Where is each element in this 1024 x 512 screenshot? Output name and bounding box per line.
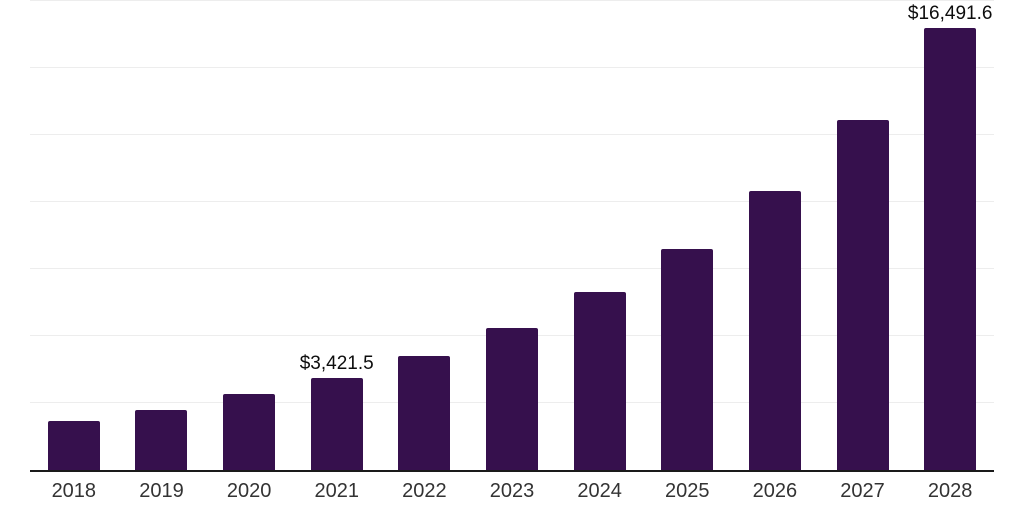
value-label-2021: $3,421.5 <box>299 353 374 375</box>
gridline-7500 <box>30 268 994 269</box>
x-tick-2026: 2026 <box>752 480 798 502</box>
x-tick-2025: 2025 <box>665 480 710 502</box>
bar-2028 <box>924 28 977 470</box>
x-tick-2028: 2028 <box>927 480 973 502</box>
x-tick-2020: 2020 <box>226 480 272 502</box>
value-label-2028: $16,491.6 <box>907 3 993 25</box>
gridline-12500 <box>30 134 994 135</box>
bar-2018 <box>47 420 100 470</box>
x-tick-2019: 2019 <box>139 480 184 502</box>
bar-2024 <box>573 292 626 470</box>
gridline-15000 <box>30 67 994 68</box>
x-tick-2023: 2023 <box>489 480 535 502</box>
x-tick-2021: 2021 <box>314 480 359 502</box>
bar-2027 <box>836 120 889 470</box>
bar-2026 <box>748 191 801 470</box>
bar-2025 <box>661 248 714 470</box>
x-tick-2024: 2024 <box>577 480 622 502</box>
bar-2019 <box>135 409 188 470</box>
gridline-10000 <box>30 201 994 202</box>
x-tick-2022: 2022 <box>402 480 447 502</box>
bar-2022 <box>398 356 451 470</box>
x-tick-2027: 2027 <box>840 480 885 502</box>
x-axis-labels: 2018 2019 2020 2021 2022 2023 2024 2025 2026 2027… <box>30 480 994 506</box>
bar-2023 <box>486 327 538 470</box>
bar-2021 <box>310 378 363 470</box>
gridline-17500 <box>30 0 994 1</box>
plot-area: $3,421.5 $16,491.6 <box>30 0 994 472</box>
x-tick-2018: 2018 <box>51 480 97 502</box>
bar-2020 <box>223 394 276 470</box>
